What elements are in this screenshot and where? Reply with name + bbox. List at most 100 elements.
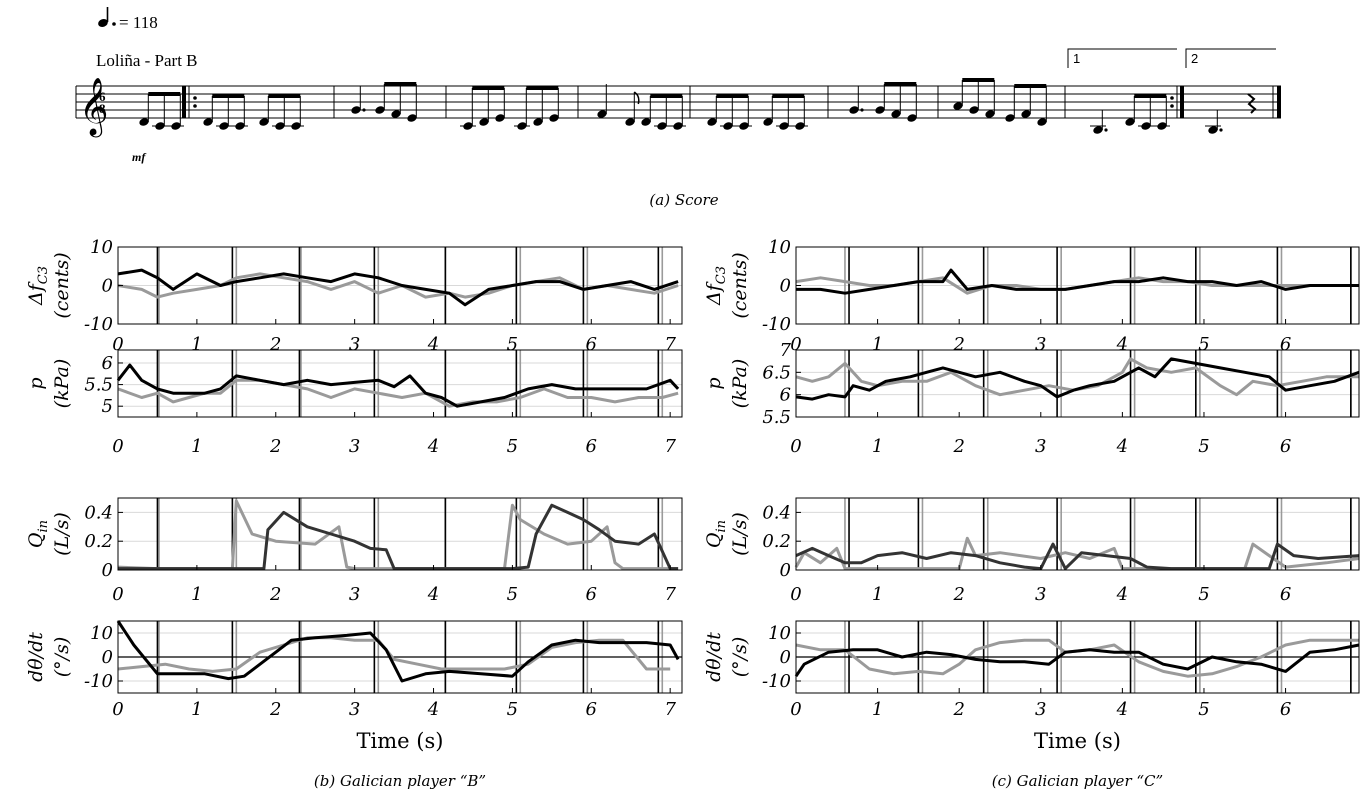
y-tick-label: -10 bbox=[762, 671, 791, 692]
x-tick-label: 6 bbox=[586, 334, 597, 355]
x-tick-label: 3 bbox=[349, 334, 360, 355]
note-head bbox=[1208, 126, 1218, 134]
tempo-value: = 118 bbox=[119, 13, 158, 32]
x-tick-label: 1 bbox=[191, 584, 202, 605]
x-tick-label: 0 bbox=[112, 584, 123, 605]
note-head bbox=[625, 118, 635, 126]
ending-1-bracket bbox=[1067, 48, 1177, 68]
tempo-note-head bbox=[98, 19, 108, 27]
note-flag bbox=[633, 91, 640, 105]
repeat-dot bbox=[1170, 104, 1174, 108]
x-tick-label: 6 bbox=[1280, 334, 1291, 355]
note-head bbox=[849, 106, 859, 114]
repeat-dot bbox=[193, 96, 197, 100]
note-head bbox=[351, 106, 361, 114]
x-tick-label: 0 bbox=[790, 584, 801, 605]
panel-caption: (c) Galician player “C” bbox=[992, 772, 1163, 790]
subplot: 65.550 1 2 3 4 5 6 7p (kPa) bbox=[25, 349, 683, 457]
note-head bbox=[875, 106, 885, 114]
y-axis-label-unit: (kPa) bbox=[51, 359, 73, 409]
repeat-dot bbox=[193, 104, 197, 108]
note-head bbox=[969, 106, 979, 114]
panel-caption: (b) Galician player “B” bbox=[314, 772, 486, 790]
y-axis-label: dθ/dt (°/s) bbox=[25, 632, 73, 682]
y-tick-label: 0.4 bbox=[762, 502, 791, 523]
x-tick-label: 2 bbox=[952, 334, 964, 355]
note-head bbox=[479, 118, 489, 126]
y-axis-label-unit: (cents) bbox=[729, 252, 751, 318]
ending-2-bracket bbox=[1185, 48, 1276, 68]
x-tick-label: 5 bbox=[507, 584, 518, 605]
note-head bbox=[1125, 118, 1135, 126]
series-line-black bbox=[117, 268, 679, 307]
y-axis-label-main: p bbox=[25, 377, 47, 389]
y-axis-label-main: dθ/dt bbox=[25, 632, 47, 682]
x-tick-label: 6 bbox=[1280, 436, 1291, 457]
y-axis-label: p (kPa) bbox=[25, 359, 73, 409]
x-tick-label: 1 bbox=[191, 699, 202, 720]
y-axis-label-unit: (kPa) bbox=[729, 359, 751, 409]
y-axis-label: Qin (L/s) bbox=[703, 512, 751, 556]
x-tick-label: 4 bbox=[1116, 584, 1128, 605]
y-tick-label: 0.2 bbox=[762, 531, 791, 552]
y-tick-label: -10 bbox=[84, 671, 113, 692]
y-tick-label: 0 bbox=[102, 276, 113, 297]
x-tick-label: 4 bbox=[1116, 699, 1128, 720]
y-axis-label-unit: (°/s) bbox=[729, 637, 751, 677]
y-axis-label: p (kPa) bbox=[703, 359, 751, 409]
note-head bbox=[549, 114, 559, 122]
series-line-black bbox=[795, 357, 1360, 401]
y-axis-label-sub: in bbox=[714, 520, 729, 533]
subplot: 10 0 -10 0 1 2 3 4 5 6 dθ/dt (°/s) bbox=[703, 620, 1360, 720]
y-axis-label: ΔfC3 (cents) bbox=[703, 252, 751, 318]
x-tick-label: 2 bbox=[952, 584, 964, 605]
y-axis-label: dθ/dt (°/s) bbox=[703, 632, 751, 682]
x-tick-label: 5 bbox=[1198, 699, 1209, 720]
y-axis-label: Qin (L/s) bbox=[25, 512, 73, 556]
y-axis-label-main: Q bbox=[25, 532, 47, 548]
x-tick-label: 3 bbox=[1035, 436, 1046, 457]
series-line-gray bbox=[117, 378, 679, 408]
series-line-black bbox=[116, 620, 680, 683]
x-tick-label: 0 bbox=[112, 699, 123, 720]
y-tick-label: 0.4 bbox=[84, 502, 113, 523]
tempo-note-dot bbox=[112, 22, 116, 26]
x-tick-label: 1 bbox=[872, 436, 883, 457]
x-tick-label: 4 bbox=[427, 334, 439, 355]
y-axis-label-sub: C3 bbox=[36, 266, 51, 284]
x-tick-label: 3 bbox=[1035, 584, 1046, 605]
x-tick-label: 2 bbox=[269, 334, 281, 355]
note-head bbox=[953, 102, 963, 110]
note-head bbox=[1037, 118, 1047, 126]
y-tick-label: 5.5 bbox=[762, 407, 791, 428]
series-line-gray bbox=[795, 638, 1359, 678]
x-tick-label: 1 bbox=[872, 699, 883, 720]
x-tick-label: 2 bbox=[269, 584, 281, 605]
x-axis-label: Time (s) bbox=[1034, 729, 1121, 753]
y-tick-label: 0.2 bbox=[84, 531, 113, 552]
y-axis-label-main: Δf bbox=[703, 281, 725, 306]
y-tick-label: 6.5 bbox=[762, 362, 791, 383]
x-tick-label: 6 bbox=[1280, 584, 1291, 605]
note-head bbox=[203, 118, 213, 126]
x-tick-label: 5 bbox=[507, 699, 518, 720]
y-axis-label-symbol: p bbox=[703, 377, 725, 389]
y-axis-label-main: p bbox=[703, 377, 725, 389]
x-tick-label: 6 bbox=[586, 436, 597, 457]
x-axis-label: Time (s) bbox=[357, 729, 444, 753]
note-head bbox=[495, 114, 505, 122]
subplot: 0.4 0.2 0 0 1 2 3 4 5 6 Qin (L/s) bbox=[703, 497, 1360, 605]
x-tick-label: 7 bbox=[664, 436, 676, 457]
note-head bbox=[1093, 126, 1103, 134]
ending-1-label: 1 bbox=[1073, 51, 1080, 66]
x-tick-label: 4 bbox=[1116, 436, 1128, 457]
x-tick-label: 3 bbox=[1035, 699, 1046, 720]
y-axis-label-symbol: ΔfC3 bbox=[703, 266, 729, 306]
repeat-dot bbox=[1170, 96, 1174, 100]
y-tick-label: 10 bbox=[90, 623, 113, 644]
axes-box bbox=[795, 497, 1360, 571]
x-tick-label: 7 bbox=[664, 699, 676, 720]
